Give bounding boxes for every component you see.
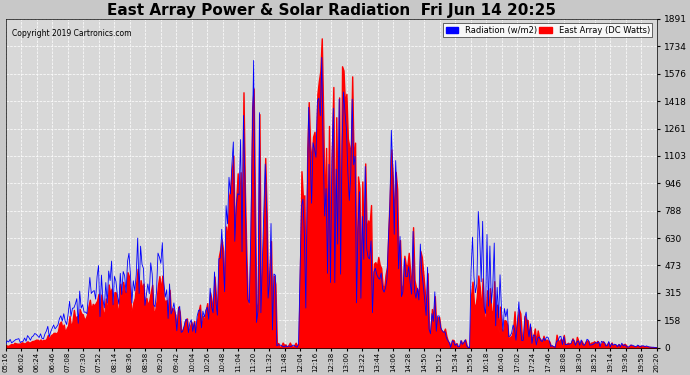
- Legend: Radiation (w/m2), East Array (DC Watts): Radiation (w/m2), East Array (DC Watts): [443, 23, 653, 37]
- Title: East Array Power & Solar Radiation  Fri Jun 14 20:25: East Array Power & Solar Radiation Fri J…: [107, 3, 555, 18]
- Text: Copyright 2019 Cartronics.com: Copyright 2019 Cartronics.com: [12, 29, 132, 38]
